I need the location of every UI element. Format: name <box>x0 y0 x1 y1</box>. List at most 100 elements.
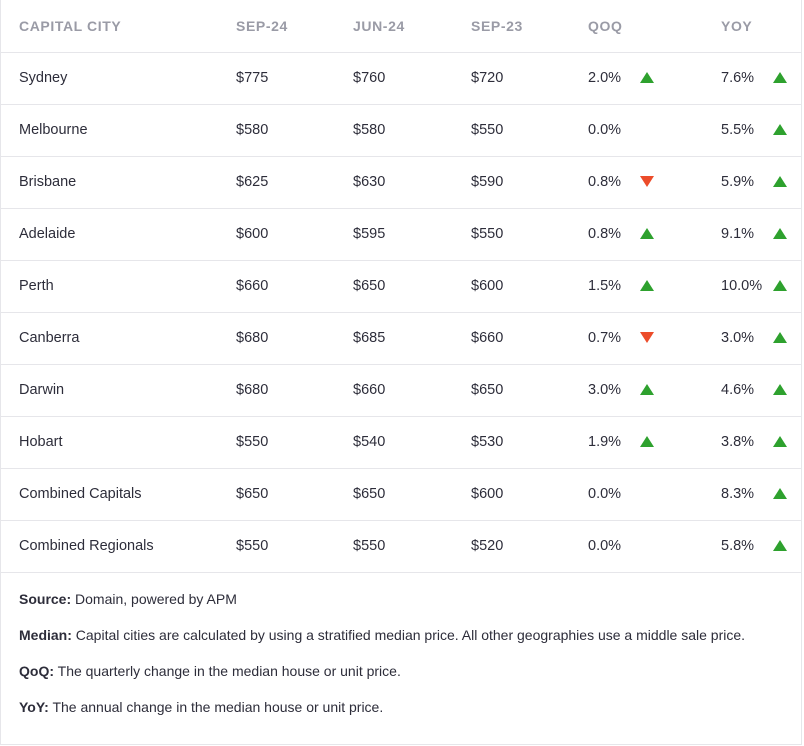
cell-qoq: 0.0% <box>588 104 721 156</box>
cell-sep-23: $530 <box>471 434 504 450</box>
up-triangle-icon <box>773 175 787 187</box>
note-qoq-text: The quarterly change in the median house… <box>54 662 401 679</box>
table-row: Perth $660 $650 $600 1.5% 10.0% <box>1 260 801 312</box>
cell-sep-24: $550 <box>236 434 269 450</box>
table-row: Adelaide $600 $595 $550 0.8% 9.1% <box>1 208 801 260</box>
header-yoy: YOY <box>721 17 753 34</box>
note-qoq: QoQ: The quarterly change in the median … <box>19 661 783 681</box>
table-row: Melbourne $580 $580 $550 0.0% 5.5% <box>1 104 801 156</box>
qoq-value: 1.9% <box>588 434 622 450</box>
up-triangle-icon <box>773 539 787 551</box>
yoy-value: 3.8% <box>721 434 755 450</box>
qoq-value: 0.8% <box>588 174 622 190</box>
cell-jun-24: $685 <box>353 330 386 346</box>
note-yoy-label: YoY: <box>19 698 49 715</box>
up-triangle-icon <box>640 435 654 447</box>
table-row: Combined Capitals $650 $650 $600 0.0% 8.3% <box>1 468 801 520</box>
cell-sep-23: $550 <box>471 122 504 138</box>
cell-qoq: 2.0% <box>588 52 721 104</box>
cell-city: Perth <box>19 278 54 294</box>
qoq-value: 0.8% <box>588 226 622 242</box>
table-notes: Source: Domain, powered by APM Median: C… <box>1 573 801 717</box>
cell-sep-24: $660 <box>236 278 269 294</box>
header-sep-23: SEP-23 <box>471 17 523 34</box>
cell-city: Sydney <box>19 70 68 86</box>
cell-yoy: 5.9% <box>721 156 801 208</box>
up-triangle-icon <box>773 331 787 343</box>
up-triangle-icon <box>640 383 654 395</box>
up-triangle-icon <box>773 435 787 447</box>
cell-sep-24: $580 <box>236 122 269 138</box>
yoy-value: 9.1% <box>721 226 755 242</box>
table-body: Sydney $775 $760 $720 2.0% 7.6% Melbourne $580 $… <box>1 52 801 572</box>
up-triangle-icon <box>773 227 787 239</box>
cell-qoq: 3.0% <box>588 364 721 416</box>
cell-qoq: 1.5% <box>588 260 721 312</box>
cell-sep-23: $590 <box>471 174 504 190</box>
cell-yoy: 8.3% <box>721 468 801 520</box>
cell-city: Combined Capitals <box>19 486 142 502</box>
qoq-arrow-slot <box>640 174 654 190</box>
up-triangle-icon <box>773 383 787 395</box>
cell-yoy: 3.0% <box>721 312 801 364</box>
cell-qoq: 0.7% <box>588 312 721 364</box>
cell-sep-24: $550 <box>236 538 269 554</box>
yoy-value: 5.8% <box>721 538 755 554</box>
yoy-value: 5.5% <box>721 122 755 138</box>
qoq-value: 0.0% <box>588 486 622 502</box>
qoq-arrow-slot <box>640 278 654 294</box>
yoy-value: 5.9% <box>721 174 755 190</box>
cell-qoq: 1.9% <box>588 416 721 468</box>
qoq-value: 0.0% <box>588 538 622 554</box>
yoy-wrap: 5.8% <box>721 538 787 554</box>
note-source-label: Source: <box>19 590 72 607</box>
header-qoq: QOQ <box>588 17 623 34</box>
qoq-value: 1.5% <box>588 278 622 294</box>
cell-yoy: 9.1% <box>721 208 801 260</box>
up-triangle-icon <box>773 71 787 83</box>
qoq-arrow-slot <box>640 382 654 398</box>
cell-qoq: 0.8% <box>588 156 721 208</box>
table-row: Hobart $550 $540 $530 1.9% 3.8% <box>1 416 801 468</box>
cell-jun-24: $630 <box>353 174 386 190</box>
qoq-value: 0.0% <box>588 122 622 138</box>
cell-jun-24: $650 <box>353 486 386 502</box>
cell-yoy: 5.5% <box>721 104 801 156</box>
cell-jun-24: $650 <box>353 278 386 294</box>
cell-sep-23: $720 <box>471 70 504 86</box>
down-triangle-icon <box>640 331 654 343</box>
cell-yoy: 3.8% <box>721 416 801 468</box>
header-capital-city: CAPITAL CITY <box>19 17 122 34</box>
yoy-value: 7.6% <box>721 70 755 86</box>
cell-sep-24: $650 <box>236 486 269 502</box>
up-triangle-icon <box>640 227 654 239</box>
cell-city: Combined Regionals <box>19 538 154 554</box>
yoy-wrap: 4.6% <box>721 382 787 398</box>
yoy-wrap: 10.0% <box>721 278 787 294</box>
cell-jun-24: $660 <box>353 382 386 398</box>
table-header: CAPITAL CITY SEP-24 JUN-24 SEP-23 QOQ YO… <box>1 0 801 52</box>
qoq-arrow-slot <box>640 434 654 450</box>
yoy-value: 10.0% <box>721 278 763 294</box>
cell-yoy: 4.6% <box>721 364 801 416</box>
qoq-arrow-slot <box>640 70 654 86</box>
cell-yoy: 10.0% <box>721 260 801 312</box>
cell-jun-24: $550 <box>353 538 386 554</box>
note-source: Source: Domain, powered by APM <box>19 589 783 609</box>
cell-jun-24: $580 <box>353 122 386 138</box>
table-row: Sydney $775 $760 $720 2.0% 7.6% <box>1 52 801 104</box>
yoy-value: 3.0% <box>721 330 755 346</box>
cell-jun-24: $540 <box>353 434 386 450</box>
qoq-arrow-slot <box>640 226 654 242</box>
cell-sep-24: $680 <box>236 382 269 398</box>
qoq-arrow-slot <box>640 330 654 346</box>
cell-city: Melbourne <box>19 122 88 138</box>
cell-sep-23: $520 <box>471 538 504 554</box>
cell-city: Darwin <box>19 382 65 398</box>
header-sep-24: SEP-24 <box>236 17 288 34</box>
up-triangle-icon <box>640 279 654 291</box>
table-row: Canberra $680 $685 $660 0.7% 3.0% <box>1 312 801 364</box>
yoy-wrap: 5.5% <box>721 122 787 138</box>
cell-sep-24: $680 <box>236 330 269 346</box>
yoy-wrap: 7.6% <box>721 70 787 86</box>
